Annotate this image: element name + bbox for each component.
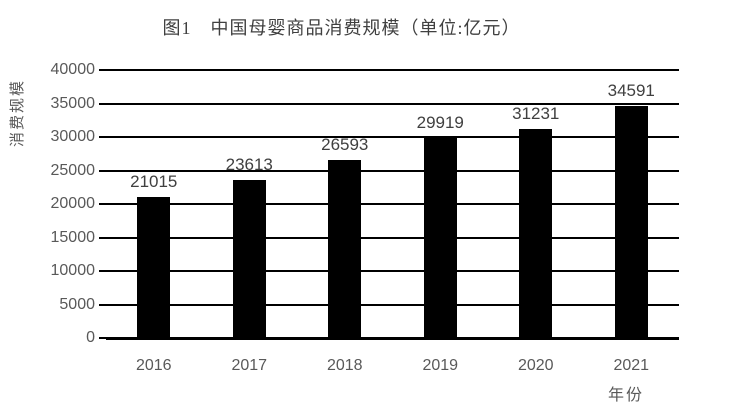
gridline	[106, 203, 679, 205]
y-axis-tick	[99, 102, 106, 105]
x-tick-label: 2020	[517, 357, 554, 374]
x-axis-line	[106, 336, 679, 340]
y-axis-tick	[99, 203, 106, 205]
bar	[423, 137, 457, 338]
bar-value-label: 23613	[225, 154, 273, 174]
y-axis-tick	[99, 337, 106, 339]
bar	[137, 197, 171, 338]
bar-value-label: 31231	[512, 103, 560, 123]
bar-value-label: 34591	[607, 81, 655, 101]
y-tick-label: 25000	[50, 161, 96, 179]
y-tick-label: 40000	[50, 61, 96, 78]
bar	[519, 128, 553, 338]
y-axis-title: 消费规模	[10, 79, 26, 148]
gridline	[106, 69, 679, 71]
chart-title: 图1 中国母婴商品消费规模（单位:亿元）	[162, 18, 521, 38]
y-tick-label: 5000	[59, 295, 95, 313]
y-axis-tick	[99, 169, 106, 172]
x-tick-label: 2016	[135, 357, 172, 374]
bar	[614, 106, 648, 338]
bar	[232, 179, 266, 338]
y-axis-tick	[99, 136, 106, 138]
bar-value-label: 29919	[416, 112, 464, 132]
gridline	[106, 270, 679, 272]
x-tick-label: 2021	[613, 357, 650, 374]
y-tick-label: 10000	[50, 262, 96, 279]
y-axis-tick	[99, 270, 106, 272]
gridline	[106, 236, 679, 239]
y-axis-tick	[99, 236, 106, 239]
gridline	[106, 169, 679, 172]
gridline	[106, 303, 679, 306]
gridline	[106, 136, 679, 138]
y-tick-label: 30000	[50, 128, 96, 145]
y-tick-label: 0	[86, 329, 95, 346]
y-axis-tick	[99, 303, 106, 306]
gridline	[106, 102, 679, 105]
bar-value-label: 21015	[130, 172, 178, 192]
y-tick-label: 35000	[50, 94, 96, 112]
y-axis-tick	[99, 69, 106, 71]
x-tick-label: 2019	[422, 357, 459, 374]
y-tick-label: 20000	[50, 195, 96, 212]
bar	[328, 159, 362, 338]
x-tick-label: 2017	[231, 357, 268, 374]
bar-value-label: 26593	[321, 134, 369, 154]
x-axis-title: 年份	[608, 387, 645, 404]
y-tick-label: 15000	[50, 228, 96, 246]
x-tick-label: 2018	[326, 357, 363, 374]
